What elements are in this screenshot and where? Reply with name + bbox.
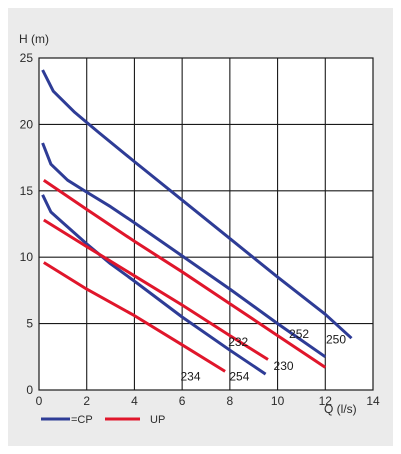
curve-230 (42, 178, 327, 369)
curve-232 (43, 218, 269, 361)
x-axis-label: Q (l/s) (324, 402, 357, 416)
grid (38, 57, 374, 391)
curve-252 (41, 142, 327, 359)
legend: =CP UP (41, 414, 165, 426)
y-tick-label: 15 (20, 184, 34, 198)
curve-label-250: 250 (326, 333, 346, 347)
y-tick-label: 0 (26, 383, 33, 397)
plot-area (38, 57, 374, 391)
x-tick-label: 12 (319, 394, 333, 408)
curve-labels: 250 252 254 230 232 234 (180, 327, 346, 383)
x-tick-label: 0 (36, 394, 43, 408)
y-tick-label: 25 (20, 51, 34, 65)
curve-250 (41, 69, 353, 340)
x-tick-label: 4 (131, 394, 138, 408)
curve-label-252: 252 (289, 327, 309, 341)
legend-label-blue: =CP (71, 414, 93, 426)
x-tick-label: 8 (227, 394, 234, 408)
x-tick-label: 6 (179, 394, 186, 408)
curves (41, 69, 353, 376)
axes: 0 2 4 6 8 10 12 14 0 5 10 15 20 25 H (m) Q (l/s) (19, 32, 380, 416)
legend-label-red: UP (150, 414, 165, 426)
y-tick-label: 5 (26, 317, 33, 331)
curve-label-230: 230 (274, 359, 294, 373)
y-axis-label: H (m) (19, 32, 49, 46)
curve-label-234: 234 (180, 370, 200, 384)
y-tick-label: 20 (20, 117, 34, 131)
curve-254 (41, 194, 267, 376)
curve-label-232: 232 (228, 335, 248, 349)
x-tick-label: 2 (83, 394, 90, 408)
x-tick-label: 10 (271, 394, 285, 408)
curve-234 (43, 261, 226, 373)
y-tick-label: 10 (20, 250, 34, 264)
x-tick-label: 14 (366, 394, 380, 408)
curve-label-254: 254 (229, 370, 249, 384)
